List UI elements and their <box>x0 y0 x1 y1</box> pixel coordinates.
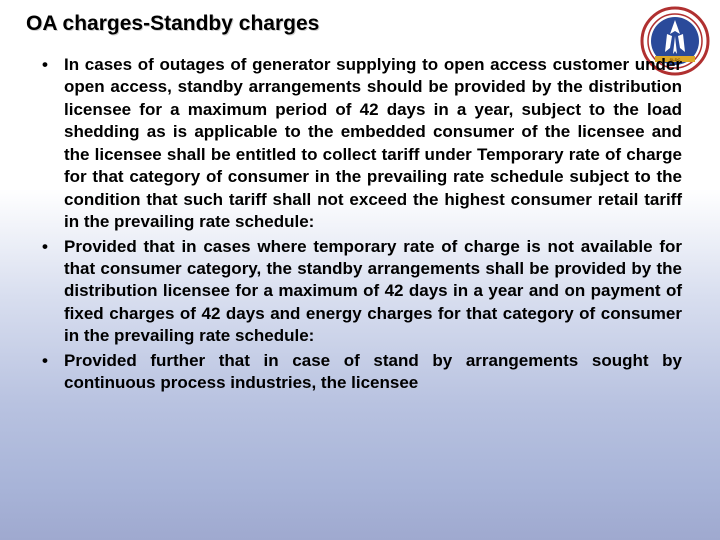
slide-title: OA charges-Standby charges <box>26 12 690 36</box>
bullet-item: Provided further that in case of stand b… <box>64 350 690 395</box>
slide-container: SLDC OA charges-Standby charges In cases… <box>0 0 720 540</box>
bullet-item: Provided that in cases where temporary r… <box>64 236 690 348</box>
bullet-list: In cases of outages of generator supplyi… <box>30 54 690 395</box>
bullet-item: In cases of outages of generator supplyi… <box>64 54 690 234</box>
